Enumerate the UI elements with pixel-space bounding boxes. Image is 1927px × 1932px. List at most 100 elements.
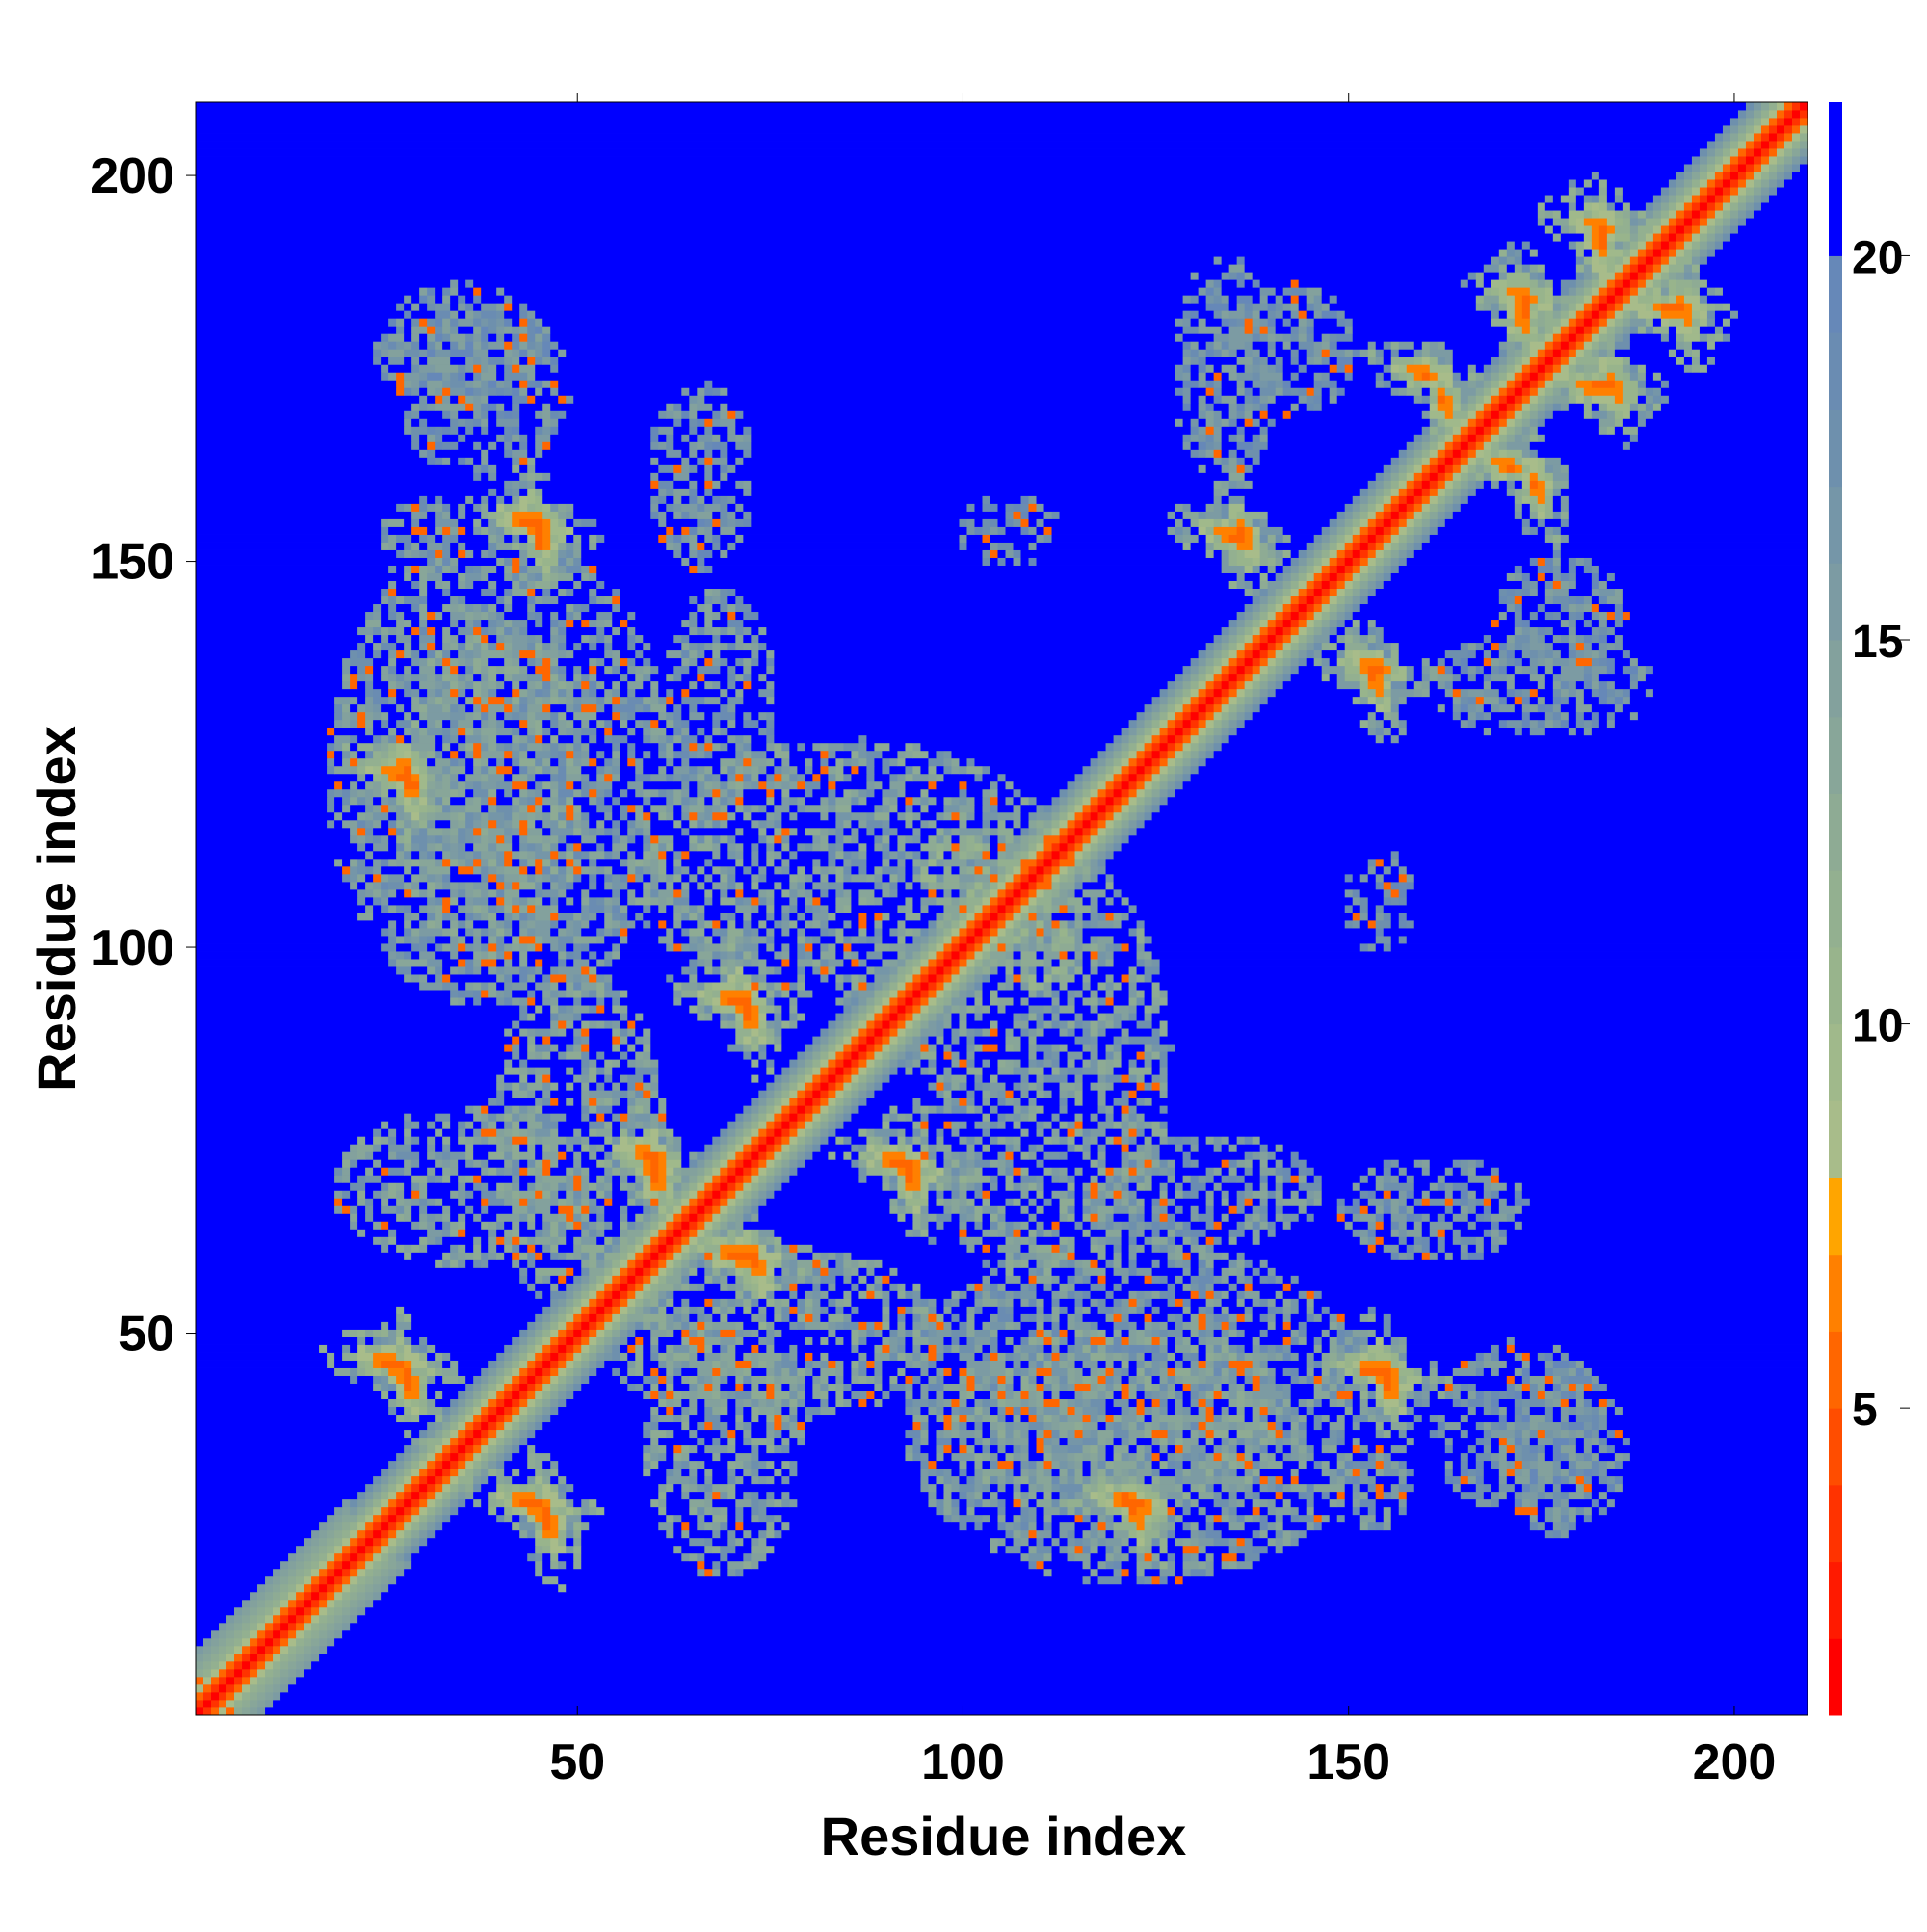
heatmap-cell-run bbox=[997, 1498, 1006, 1508]
heatmap-cell-run bbox=[1051, 1290, 1060, 1299]
heatmap-cell-run bbox=[1329, 1475, 1338, 1485]
heatmap-cell-run bbox=[357, 1568, 366, 1577]
heatmap-cell-run bbox=[581, 1537, 690, 1547]
heatmap-cell-run bbox=[1144, 1514, 1152, 1523]
heatmap-cell-run bbox=[1159, 1321, 1168, 1330]
heatmap-cell-run bbox=[1359, 1421, 1377, 1431]
heatmap-cell-run bbox=[1321, 1352, 1331, 1361]
heatmap-cell-run bbox=[342, 1545, 351, 1554]
heatmap-cell-run bbox=[1205, 1290, 1215, 1299]
heatmap-cell-run bbox=[1491, 1491, 1500, 1500]
heatmap-cell-run bbox=[196, 1645, 204, 1654]
heatmap-cell-run bbox=[196, 1552, 289, 1562]
heatmap-cell-run bbox=[1460, 1229, 1485, 1237]
heatmap-cell-run bbox=[1383, 1329, 1392, 1337]
heatmap-cell-run bbox=[496, 1460, 505, 1469]
heatmap-cell-run bbox=[1028, 1468, 1037, 1477]
heatmap-cell-run bbox=[1090, 1506, 1106, 1516]
heatmap-cell-run bbox=[1275, 1221, 1284, 1230]
heatmap-cell-run bbox=[1090, 1575, 1098, 1585]
heatmap-cell-run bbox=[1151, 1468, 1160, 1477]
heatmap-cell-run bbox=[288, 1568, 297, 1577]
heatmap-cell-run bbox=[1182, 1306, 1192, 1314]
heatmap-cell-run bbox=[604, 1352, 613, 1361]
heatmap-cell-run bbox=[357, 1344, 366, 1353]
heatmap-cell-run bbox=[812, 1352, 821, 1361]
heatmap-cell-run bbox=[1437, 1367, 1454, 1376]
heatmap-cell-run bbox=[990, 1491, 998, 1500]
heatmap-cell-run bbox=[1375, 1483, 1385, 1493]
heatmap-cell-run bbox=[1359, 1360, 1392, 1368]
heatmap-cell-run bbox=[1090, 1475, 1098, 1485]
heatmap-cell-run bbox=[743, 1267, 752, 1276]
heatmap-cell-run bbox=[920, 1298, 929, 1307]
heatmap-cell-run bbox=[1020, 1252, 1037, 1260]
heatmap-cell-run bbox=[1043, 1414, 1052, 1423]
heatmap-cell-run bbox=[643, 1375, 659, 1384]
heatmap-cell-run bbox=[1136, 1560, 1152, 1570]
heatmap-cell-run bbox=[943, 1398, 952, 1408]
heatmap-cell-run bbox=[442, 1498, 451, 1508]
heatmap-cell-run bbox=[1475, 1437, 1485, 1446]
heatmap-cell-run bbox=[1491, 1390, 1500, 1400]
heatmap-cell-run bbox=[974, 1483, 983, 1493]
heatmap-cell-run bbox=[1151, 1514, 1160, 1523]
heatmap-cell-run bbox=[943, 1475, 952, 1485]
heatmap-cell-run bbox=[1221, 1414, 1230, 1423]
heatmap-cell-run bbox=[828, 1398, 836, 1408]
heatmap-cell-run bbox=[974, 1475, 983, 1485]
heatmap-cell-run bbox=[1514, 1498, 1523, 1508]
heatmap-cell-run bbox=[835, 1337, 844, 1345]
heatmap-cell-run bbox=[889, 1298, 913, 1307]
heatmap-cell-run bbox=[858, 1360, 867, 1368]
heatmap-cell-run bbox=[350, 1498, 358, 1508]
heatmap-cell-run bbox=[751, 1498, 759, 1508]
heatmap-cell-run bbox=[373, 1506, 382, 1516]
heatmap-cell-run bbox=[334, 1537, 343, 1547]
heatmap-cell-run bbox=[1336, 1460, 1346, 1469]
heatmap-cell-run bbox=[1560, 1460, 1570, 1469]
heatmap-cell-run bbox=[1082, 1560, 1091, 1570]
heatmap-cell-run bbox=[1552, 1390, 1562, 1400]
heatmap-cell-run bbox=[882, 1398, 906, 1408]
heatmap-cell-run bbox=[1144, 1568, 1160, 1577]
heatmap-cell-run bbox=[1321, 1306, 1331, 1314]
heatmap-cell-run bbox=[265, 1691, 274, 1701]
heatmap-cell-run bbox=[342, 1352, 351, 1361]
heatmap-cell-run bbox=[743, 1236, 752, 1245]
heatmap-cell-run bbox=[1390, 1452, 1462, 1462]
heatmap-cell-run bbox=[442, 1259, 451, 1268]
heatmap-cell-run bbox=[1313, 1313, 1323, 1322]
heatmap-cell-run bbox=[743, 1522, 767, 1531]
heatmap-cell-run bbox=[435, 1483, 443, 1493]
heatmap-cell-run bbox=[404, 1529, 412, 1539]
heatmap-cell-run bbox=[342, 1344, 351, 1353]
heatmap-cell-run bbox=[689, 1352, 698, 1361]
heatmap-cell-run bbox=[211, 1683, 220, 1693]
heatmap-cell-run bbox=[488, 1252, 497, 1260]
heatmap-cell-run bbox=[974, 1452, 983, 1462]
heatmap-cell-run bbox=[1082, 1491, 1091, 1500]
heatmap-cell-run bbox=[1020, 1337, 1029, 1345]
heatmap-cell-run bbox=[612, 1329, 620, 1337]
heatmap-cell-run bbox=[1028, 1437, 1037, 1446]
heatmap-cell-run bbox=[435, 1352, 443, 1361]
heatmap-cell-run bbox=[712, 1468, 728, 1477]
heatmap-cell-run bbox=[1190, 1421, 1200, 1431]
heatmap-cell-run bbox=[1121, 1483, 1137, 1493]
heatmap-cell-run bbox=[858, 1352, 867, 1361]
heatmap-cell-run bbox=[327, 1352, 335, 1361]
heatmap-cell-run bbox=[1390, 1367, 1400, 1376]
heatmap-cell-run bbox=[959, 1460, 967, 1469]
heatmap-cell-run bbox=[573, 1337, 582, 1345]
heatmap-cell-run bbox=[1629, 1437, 1808, 1446]
heatmap-cell-run bbox=[951, 1398, 960, 1408]
heatmap-cell-run bbox=[1205, 1522, 1215, 1531]
heatmap-cell-run bbox=[357, 1213, 366, 1222]
heatmap-cell-run bbox=[1321, 1290, 1808, 1299]
heatmap-cell-run bbox=[373, 1591, 382, 1601]
heatmap-cell-run bbox=[1329, 1491, 1338, 1500]
heatmap-cell-run bbox=[550, 1313, 559, 1322]
heatmap-cell-run bbox=[1051, 1321, 1060, 1330]
heatmap-cell-run bbox=[828, 1306, 836, 1314]
